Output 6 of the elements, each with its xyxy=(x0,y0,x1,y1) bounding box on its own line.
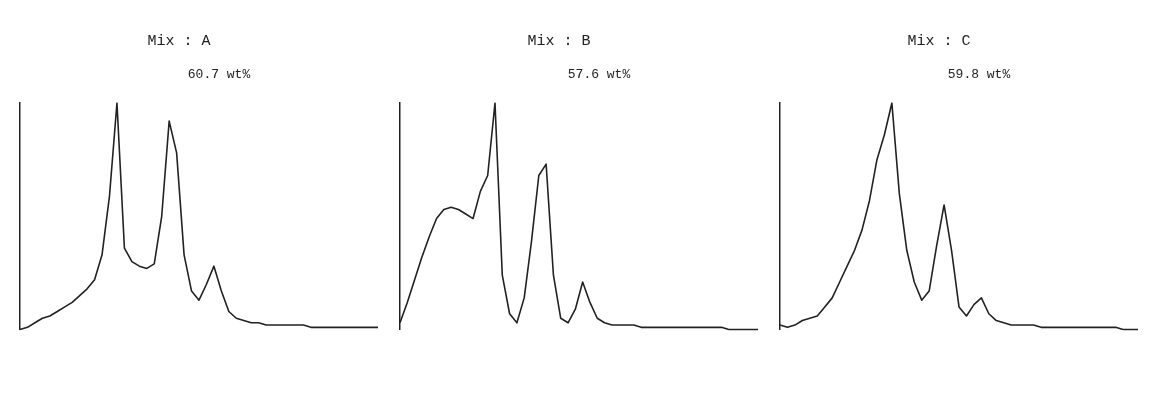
chart-title: Mix : B xyxy=(527,32,591,50)
text: 59.8 wt% xyxy=(947,67,1011,83)
text: 57.6 wt% xyxy=(567,67,631,83)
chart-title: Mix : C xyxy=(907,32,971,50)
chart-title: Mix : A xyxy=(147,32,211,50)
text: 60.7 wt% xyxy=(187,67,251,83)
